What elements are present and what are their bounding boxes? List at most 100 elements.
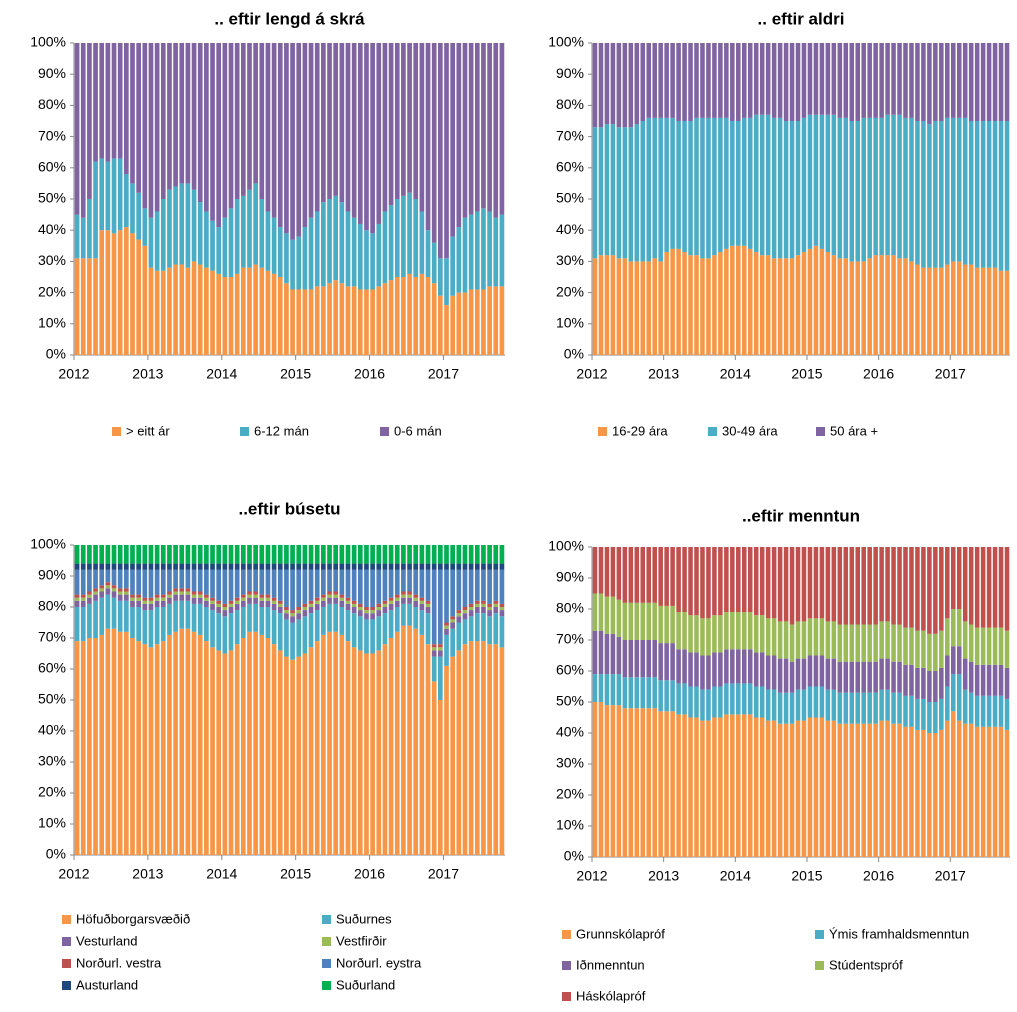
bar-segment <box>474 613 480 642</box>
bar-segment <box>105 161 111 231</box>
bar-segment <box>204 545 209 564</box>
y-tick-label: 90% <box>556 65 584 81</box>
bar-segment <box>290 239 295 290</box>
y-tick-label: 30% <box>556 252 584 268</box>
bar-segment <box>222 653 228 855</box>
bar-segment <box>962 723 968 857</box>
bar-segment <box>640 547 646 603</box>
bar-segment <box>688 255 693 355</box>
bar-segment <box>712 717 717 857</box>
bar-segment <box>253 603 258 632</box>
bar-segment <box>364 43 369 231</box>
bar-segment <box>499 607 505 611</box>
bar-segment <box>425 644 431 855</box>
bar-segment <box>234 597 240 601</box>
bar-segment <box>747 683 753 715</box>
bar-segment <box>801 547 807 622</box>
bar-segment <box>670 43 675 118</box>
bar-segment <box>382 603 388 607</box>
bar-segment <box>968 723 974 857</box>
bar-segment <box>222 277 228 355</box>
bar-segment <box>676 612 681 650</box>
bar-segment <box>173 569 178 589</box>
bar-segment <box>450 656 456 855</box>
bar-segment <box>493 43 499 218</box>
bar-segment <box>99 563 105 570</box>
bar-segment <box>819 43 825 115</box>
bar-segment <box>148 603 154 611</box>
bar-segment <box>364 230 369 290</box>
bar-segment <box>265 594 271 598</box>
bar-segment <box>499 545 505 564</box>
bar-segment <box>253 43 258 184</box>
bar-segment <box>80 569 86 595</box>
bar-segment <box>897 43 902 115</box>
bar-segment <box>468 603 474 607</box>
bar-segment <box>664 643 669 681</box>
bar-segment <box>370 619 375 654</box>
bar-segment <box>462 644 468 855</box>
bar-segment <box>468 214 474 290</box>
bar-segment <box>933 733 938 857</box>
bar-segment <box>185 594 191 601</box>
bar-segment <box>216 613 222 651</box>
bar-segment <box>345 211 351 287</box>
bar-segment <box>222 603 228 607</box>
bar-segment <box>123 545 129 564</box>
bar-segment <box>742 547 747 613</box>
bar-segment <box>74 594 80 598</box>
bar-segment <box>807 686 813 718</box>
bar-segment <box>622 547 628 603</box>
bar-segment <box>277 569 283 601</box>
bar-segment <box>376 286 382 355</box>
bar-segment <box>197 264 203 355</box>
bar-segment <box>191 43 197 190</box>
bar-segment <box>80 607 86 642</box>
bar-segment <box>314 610 320 642</box>
bar-segment <box>700 117 705 259</box>
bar-segment <box>240 607 246 638</box>
legend-swatch <box>562 930 571 939</box>
x-tick-label: 2013 <box>648 868 679 884</box>
bar-segment <box>986 695 992 727</box>
bar-segment <box>945 264 950 355</box>
bar-segment <box>302 616 308 654</box>
bar-segment <box>801 117 807 253</box>
legend-swatch <box>816 427 825 436</box>
bar-segment <box>357 563 363 570</box>
bar-segment <box>259 545 265 564</box>
bar-segment <box>314 641 320 855</box>
bar-segment <box>277 43 283 228</box>
bar-segment <box>167 594 172 598</box>
bar-segment <box>968 661 974 693</box>
bar-segment <box>736 245 741 355</box>
bar-segment <box>450 619 456 623</box>
bar-segment <box>173 631 178 855</box>
x-tick-label: 2017 <box>935 868 966 884</box>
bar-segment <box>730 714 735 857</box>
bar-segment <box>444 258 449 306</box>
bar-segment <box>321 202 326 287</box>
bar-segment <box>394 631 400 855</box>
bar-segment <box>111 585 117 589</box>
bar-segment <box>499 647 505 855</box>
bar-segment <box>861 43 866 118</box>
bar-segment <box>425 43 431 231</box>
bar-segment <box>462 607 468 611</box>
y-tick-label: 0% <box>564 848 584 864</box>
bar-segment <box>604 596 610 634</box>
bar-segment <box>210 597 215 601</box>
bar-segment <box>873 692 878 724</box>
bar-segment <box>364 619 369 654</box>
bar-segment <box>419 603 425 611</box>
bar-segment <box>197 545 203 564</box>
bar-segment <box>314 600 320 604</box>
bar-segment <box>640 640 646 678</box>
bar-segment <box>93 569 98 589</box>
bar-segment <box>160 641 166 855</box>
bar-segment <box>962 547 968 622</box>
bar-segment <box>855 661 860 693</box>
bar-segment <box>456 563 462 570</box>
bar-segment <box>167 603 172 635</box>
bar-segment <box>604 255 610 355</box>
